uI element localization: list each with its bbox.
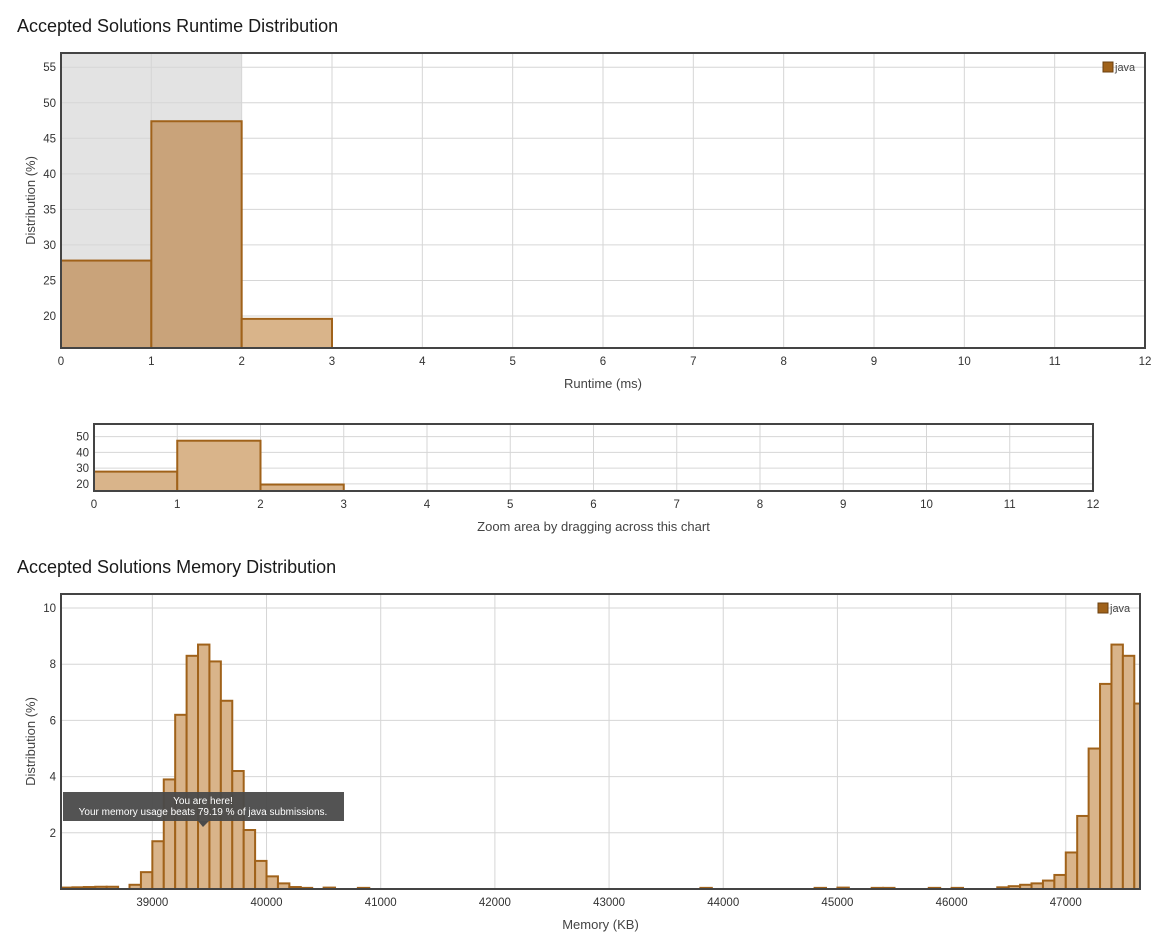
zoom-x-tick-label: 3	[341, 499, 347, 511]
runtime-distribution-chart[interactable]: 0 1 2 3 4 5 6 7 8 9 10 11 122025303540455055Runtime …	[0, 0, 1176, 400]
runtime-y-tick-label: 30	[43, 240, 56, 252]
runtime-x-tick-label: 10	[958, 356, 971, 368]
memory-bar	[265, 875, 279, 890]
runtime-section-title: Accepted Solutions Runtime Distribution	[17, 16, 339, 36]
memory-x-tick-label: 44000	[707, 897, 739, 909]
runtime-x-tick-label: 1	[148, 356, 154, 368]
runtime-x-tick-label: 4	[419, 356, 426, 368]
runtime-y-tick-label: 35	[43, 204, 56, 216]
runtime-x-tick-label: 12	[1139, 356, 1152, 368]
runtime-x-axis-title: Runtime (ms)	[564, 376, 642, 391]
runtime-x-tick-label: 3	[329, 356, 335, 368]
zoom-x-tick-label: 1	[174, 499, 180, 511]
memory-x-tick-label: 43000	[593, 897, 625, 909]
runtime-plot-frame	[60, 52, 1146, 349]
runtime-x-tick-label: 5	[509, 356, 515, 368]
runtime-x-tick-label: 11	[1049, 356, 1061, 368]
memory-tooltip-line1: You are here!	[173, 796, 233, 807]
zoom-x-axis-title: Zoom area by dragging across this chart	[477, 519, 710, 534]
zoom-x-tick-label: 11	[1004, 499, 1016, 511]
memory-bar	[1110, 643, 1124, 890]
zoom-x-tick-label: 8	[757, 499, 763, 511]
zoom-x-tick-label: 4	[424, 499, 431, 511]
memory-tooltip: You are here!Your memory usage beats 79.…	[63, 792, 344, 827]
memory-bar	[1076, 814, 1090, 891]
zoom-x-tick-label: 0	[91, 499, 97, 511]
memory-x-tick-label: 45000	[821, 897, 853, 909]
zoom-y-tick-label: 30	[76, 463, 89, 475]
memory-bar	[1099, 682, 1113, 891]
runtime-x-tick-label: 6	[600, 356, 606, 368]
runtime-x-tick-label: 9	[871, 356, 877, 368]
memory-legend-label: java	[1109, 603, 1131, 615]
zoom-y-tick-label: 20	[76, 479, 89, 491]
memory-y-tick-label: 4	[50, 772, 57, 784]
runtime-bar	[150, 120, 243, 349]
memory-bar	[208, 660, 222, 891]
memory-x-tick-label: 40000	[251, 897, 283, 909]
memory-plot-frame	[60, 593, 1141, 890]
zoom-x-tick-label: 5	[507, 499, 513, 511]
runtime-x-tick-label: 2	[238, 356, 244, 368]
zoom-x-tick-label: 7	[674, 499, 680, 511]
memory-y-tick-label: 8	[50, 659, 56, 671]
zoom-x-tick-label: 9	[840, 499, 846, 511]
memory-tooltip-box	[63, 792, 344, 821]
runtime-y-axis-title: Distribution (%)	[23, 156, 38, 245]
runtime-x-tick-label: 7	[690, 356, 696, 368]
memory-x-tick-label: 47000	[1050, 897, 1082, 909]
memory-bar	[185, 654, 200, 890]
zoom-y-tick-label: 40	[76, 447, 89, 459]
zoom-x-tick-label: 2	[257, 499, 263, 511]
zoom-y-tick-label: 50	[76, 432, 89, 444]
memory-x-tick-label: 41000	[365, 897, 397, 909]
memory-bar	[151, 840, 165, 891]
memory-x-axis-title: Memory (KB)	[562, 917, 639, 932]
zoom-bar	[176, 439, 262, 493]
zoom-x-tick-label: 10	[920, 499, 933, 511]
memory-x-tick-label: 39000	[136, 897, 168, 909]
memory-bar	[1121, 654, 1136, 890]
memory-bar	[254, 859, 268, 891]
memory-x-tick-label: 46000	[936, 897, 968, 909]
memory-bar	[139, 871, 154, 891]
memory-bar	[1087, 747, 1102, 890]
memory-bar	[1053, 873, 1067, 891]
memory-bar	[242, 829, 257, 890]
runtime-y-tick-label: 25	[43, 275, 56, 287]
memory-y-axis-title: Distribution (%)	[23, 697, 38, 786]
memory-bar	[231, 770, 245, 890]
memory-bar	[1041, 879, 1056, 890]
memory-bar	[197, 643, 211, 890]
zoom-x-tick-label: 6	[590, 499, 596, 511]
zoom-plot-frame	[93, 423, 1094, 492]
zoom-x-tick-label: 12	[1087, 499, 1100, 511]
memory-y-tick-label: 2	[50, 828, 56, 840]
memory-bar	[1064, 851, 1079, 891]
memory-section-title: Accepted Solutions Memory Distribution	[17, 557, 337, 577]
memory-legend-swatch	[1097, 602, 1109, 614]
runtime-y-tick-label: 55	[43, 62, 56, 74]
runtime-legend-label: java	[1114, 62, 1136, 74]
runtime-legend-swatch	[1102, 61, 1114, 73]
runtime-x-tick-label: 8	[780, 356, 786, 368]
runtime-x-tick-label: 0	[58, 356, 64, 368]
runtime-y-tick-label: 20	[43, 311, 56, 323]
runtime-y-tick-label: 40	[43, 169, 56, 181]
memory-tooltip-pointer	[198, 821, 209, 827]
memory-x-tick-label: 42000	[479, 897, 511, 909]
runtime-y-tick-label: 50	[43, 98, 56, 110]
runtime-bar	[240, 317, 334, 349]
memory-y-tick-label: 6	[50, 715, 56, 727]
memory-y-tick-label: 10	[43, 603, 56, 615]
runtime-y-tick-label: 45	[43, 133, 56, 145]
memory-tooltip-line2: Your memory usage beats 79.19 % of java …	[79, 807, 328, 818]
